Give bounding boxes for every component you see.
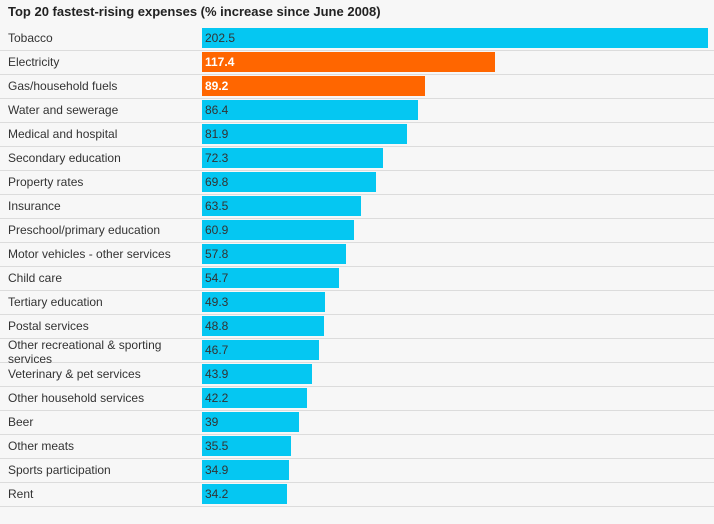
category-label: Child care <box>8 271 63 285</box>
bar-value-label: 34.2 <box>205 487 229 501</box>
bar: 117.4 <box>202 52 495 72</box>
bar-row: Veterinary & pet services 43.9 <box>0 362 714 387</box>
category-label: Tobacco <box>8 31 53 45</box>
bar-value-label: 89.2 <box>205 79 229 93</box>
bar: 34.9 <box>202 460 289 480</box>
bar-row: Rent 34.2 <box>0 482 714 507</box>
bar-row: Other meats 35.5 <box>0 434 714 459</box>
category-label: Insurance <box>8 199 61 213</box>
category-label: Beer <box>8 415 34 429</box>
bar-row: Electricity 117.4 <box>0 50 714 75</box>
bar-value-label: 42.2 <box>205 391 229 405</box>
bar-value-label: 48.8 <box>205 319 229 333</box>
bar: 34.2 <box>202 484 287 504</box>
bar: 86.4 <box>202 100 418 120</box>
bar-value-label: 39 <box>205 415 219 429</box>
category-label: Preschool/primary education <box>8 223 161 237</box>
bar-value-label: 69.8 <box>205 175 229 189</box>
category-label: Other household services <box>8 391 145 405</box>
bar: 48.8 <box>202 316 324 336</box>
bar-value-label: 46.7 <box>205 343 229 357</box>
bar-value-label: 63.5 <box>205 199 229 213</box>
bar-row: Medical and hospital 81.9 <box>0 122 714 147</box>
bar: 60.9 <box>202 220 354 240</box>
category-label: Veterinary & pet services <box>8 367 141 381</box>
bar-value-label: 72.3 <box>205 151 229 165</box>
bar-row: Secondary education 72.3 <box>0 146 714 171</box>
category-label: Motor vehicles - other services <box>8 247 171 261</box>
category-label: Other recreational & sporting services <box>8 338 162 366</box>
bar-row: Other household services 42.2 <box>0 386 714 411</box>
bar: 72.3 <box>202 148 383 168</box>
bar: 54.7 <box>202 268 339 288</box>
bar-value-label: 34.9 <box>205 463 229 477</box>
bar-row: Beer 39 <box>0 410 714 435</box>
bar: 202.5 <box>202 28 708 48</box>
bar-row: Sports participation 34.9 <box>0 458 714 483</box>
bar-value-label: 54.7 <box>205 271 229 285</box>
chart-title: Top 20 fastest-rising expenses (% increa… <box>8 4 381 19</box>
category-label: Medical and hospital <box>8 127 118 141</box>
category-label: Property rates <box>8 175 84 189</box>
category-label: Postal services <box>8 319 89 333</box>
category-label: Water and sewerage <box>8 103 119 117</box>
bar-row: Property rates 69.8 <box>0 170 714 195</box>
bar-row: Tobacco 202.5 <box>0 26 714 51</box>
bar-value-label: 60.9 <box>205 223 229 237</box>
bar: 57.8 <box>202 244 346 264</box>
bar-value-label: 202.5 <box>205 31 236 45</box>
bar-row: Water and sewerage 86.4 <box>0 98 714 123</box>
category-label: Sports participation <box>8 463 111 477</box>
bar-row: Gas/household fuels 89.2 <box>0 74 714 99</box>
bar-row: Other recreational & sporting services 46… <box>0 338 714 366</box>
bar-value-label: 43.9 <box>205 367 229 381</box>
bar-value-label: 117.4 <box>205 55 235 69</box>
bar-row: Tertiary education 49.3 <box>0 290 714 315</box>
bar: 89.2 <box>202 76 425 96</box>
bar: 46.7 <box>202 340 319 360</box>
bar: 42.2 <box>202 388 307 408</box>
category-label: Electricity <box>8 55 60 69</box>
bar-row: Motor vehicles - other services 57.8 <box>0 242 714 267</box>
bar: 63.5 <box>202 196 361 216</box>
category-label: Rent <box>8 487 34 501</box>
bar-row: Preschool/primary education 60.9 <box>0 218 714 243</box>
bar: 39 <box>202 412 299 432</box>
bar-chart: Tobacco 202.5 Electricity 117.4 Gas/househol… <box>0 26 714 520</box>
bar-value-label: 86.4 <box>205 103 229 117</box>
bar: 49.3 <box>202 292 325 312</box>
bar: 35.5 <box>202 436 291 456</box>
bar: 43.9 <box>202 364 312 384</box>
bar-value-label: 81.9 <box>205 127 229 141</box>
bar: 69.8 <box>202 172 376 192</box>
bar-value-label: 49.3 <box>205 295 229 309</box>
bar-value-label: 35.5 <box>205 439 229 453</box>
bar-row: Postal services 48.8 <box>0 314 714 339</box>
bar: 81.9 <box>202 124 407 144</box>
category-label: Secondary education <box>8 151 121 165</box>
category-label: Tertiary education <box>8 295 103 309</box>
category-label: Gas/household fuels <box>8 79 118 93</box>
category-label: Other meats <box>8 439 75 453</box>
bar-row: Insurance 63.5 <box>0 194 714 219</box>
bar-row: Child care 54.7 <box>0 266 714 291</box>
bar-value-label: 57.8 <box>205 247 229 261</box>
